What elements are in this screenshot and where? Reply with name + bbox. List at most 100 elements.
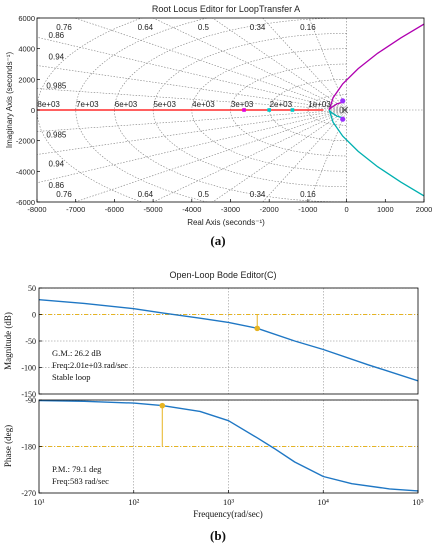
damping-ray-up-3 xyxy=(152,18,347,111)
damping-ray-down-1 xyxy=(262,109,347,202)
caption-b: (b) xyxy=(210,528,226,543)
damping-label-bottom-2: 0.5 xyxy=(198,190,210,199)
phase-margin-text: P.M.: 79.1 deg xyxy=(52,464,102,474)
magnitude-ylabel: Magnitude (dB) xyxy=(3,312,13,370)
magnitude-curve xyxy=(39,299,418,382)
freq-tick-label-0: 10¹ xyxy=(33,497,45,507)
pole-marker-1 xyxy=(340,116,346,122)
phase-curve xyxy=(39,400,418,492)
damping-label-top-2: 0.5 xyxy=(198,23,210,32)
phase-y-tick-label-0: -90 xyxy=(25,396,36,405)
damping-label-lower-1: 0.94 xyxy=(49,160,65,169)
locus-branch-4 xyxy=(328,109,424,197)
caption-a: (a) xyxy=(210,233,225,248)
magnitude-y-tick-label-2: -50 xyxy=(25,337,36,346)
damping-ray-down-7 xyxy=(37,109,347,132)
damping-ray-up-0 xyxy=(308,18,347,111)
damping-label-bottom-3: 0.34 xyxy=(250,190,266,199)
damping-label-top-0: 0.76 xyxy=(56,23,72,32)
magnitude-margin-marker xyxy=(254,325,261,332)
y-tick-label-0: 6000 xyxy=(18,14,35,23)
freq-tick-label-4: 10⁵ xyxy=(412,497,424,507)
damping-label-top-4: 0.16 xyxy=(300,23,316,32)
y-tick-label-1: 4000 xyxy=(18,45,35,54)
root-locus-panel: Root Locus Editor for LoopTransfer A Ima… xyxy=(5,4,433,248)
root-locus-ylabel: Imaginary Axis (seconds⁻¹) xyxy=(5,52,14,149)
damping-label-top-1: 0.64 xyxy=(138,23,154,32)
root-locus-xlabel: Real Axis (seconds⁻¹) xyxy=(187,218,265,227)
x-tick-label-5: -3000 xyxy=(221,205,240,214)
y-tick-label-4: -2000 xyxy=(16,137,35,146)
frequency-grid-circle-7 xyxy=(307,94,347,126)
magnitude-plot xyxy=(39,299,418,382)
phase-y-tick-label-1: -180 xyxy=(21,443,36,452)
x-tick-label-2: -6000 xyxy=(105,205,124,214)
root-locus-ticks: 0.76 0.76 0.64 0.64 0.5 0.5 0.34 0.34 0.16 0.16 0.… xyxy=(16,14,433,214)
damping-label-lower-2: 0.985 xyxy=(46,131,67,140)
frequency-label-6: 2e+03 xyxy=(270,100,293,109)
gain-margin-text: G.M.: 26.2 dB xyxy=(52,348,102,358)
pole-marker-0 xyxy=(340,98,346,104)
y-tick-label-2: 2000 xyxy=(18,75,35,84)
damping-label-top-3: 0.34 xyxy=(250,23,266,32)
x-tick-label-8: 0 xyxy=(345,205,349,214)
damping-ray-down-0 xyxy=(308,109,347,202)
locus-branch-3 xyxy=(328,23,424,111)
phase-plot xyxy=(39,400,418,492)
magnitude-grid xyxy=(39,288,418,394)
closed-loop-pole-0 xyxy=(242,108,246,112)
closed-loop-pole-2 xyxy=(290,108,295,112)
damping-ray-down-2 xyxy=(212,109,347,202)
magnitude-ticks: 50 0 -50 -100 -150 xyxy=(21,284,42,399)
x-tick-label-0: -8000 xyxy=(27,205,46,214)
damping-ray-up-7 xyxy=(37,88,347,111)
bode-title: Open-Loop Bode Editor(C) xyxy=(169,270,276,280)
gain-margin-freq-text: Freq:2.01e+03 rad/sec xyxy=(52,360,128,370)
damping-label-upper-2: 0.985 xyxy=(46,81,67,90)
frequency-ticks: 10¹ 10² 10³ 10⁴ 10⁵ xyxy=(33,490,424,507)
damping-label-bottom-0: 0.76 xyxy=(56,190,72,199)
frequency-label-3: 5e+03 xyxy=(153,100,176,109)
freq-tick-label-1: 10² xyxy=(128,497,140,507)
magnitude-y-tick-label-4: -150 xyxy=(21,390,36,399)
x-tick-label-6: -2000 xyxy=(260,205,279,214)
damping-label-upper-1: 0.94 xyxy=(49,52,65,61)
x-tick-label-9: 1000 xyxy=(377,205,394,214)
damping-label-lower-0: 0.86 xyxy=(49,181,65,190)
phase-ylabel: Phase (deg) xyxy=(3,425,13,467)
x-tick-label-4: -4000 xyxy=(182,205,201,214)
y-tick-label-6: -6000 xyxy=(16,198,35,207)
magnitude-y-tick-label-0: 50 xyxy=(28,284,36,293)
frequency-label-1: 7e+03 xyxy=(76,100,99,109)
frequency-label-4: 4e+03 xyxy=(192,100,215,109)
y-tick-label-3: 0 xyxy=(31,106,35,115)
frequency-xlabel: Frequency(rad/sec) xyxy=(193,509,262,519)
frequency-label-2: 6e+03 xyxy=(115,100,138,109)
damping-ray-up-2 xyxy=(212,18,347,111)
damping-ray-up-1 xyxy=(262,18,347,111)
x-tick-label-7: -1000 xyxy=(298,205,317,214)
closed-loop-pole-1 xyxy=(267,108,271,112)
freq-tick-label-2: 10³ xyxy=(223,497,235,507)
zero-marker xyxy=(341,106,349,114)
x-tick-label-10: 2000 xyxy=(416,205,433,214)
x-tick-label-3: -5000 xyxy=(144,205,163,214)
stability-text: Stable loop xyxy=(52,372,90,382)
damping-label-bottom-4: 0.16 xyxy=(300,190,316,199)
root-locus-curves xyxy=(37,23,424,197)
x-tick-label-1: -7000 xyxy=(66,205,85,214)
y-tick-label-5: -4000 xyxy=(16,167,35,176)
frequency-label-5: 3e+03 xyxy=(231,100,254,109)
damping-label-bottom-1: 0.64 xyxy=(138,190,154,199)
frequency-label-7: 1e+03 xyxy=(308,100,331,109)
magnitude-y-tick-label-1: 0 xyxy=(32,311,36,320)
freq-tick-label-3: 10⁴ xyxy=(318,497,330,507)
magnitude-y-tick-label-3: -100 xyxy=(21,364,36,373)
bode-panel: Open-Loop Bode Editor(C) 500-50-100-150 … xyxy=(3,270,424,543)
damping-label-upper-0: 0.86 xyxy=(49,31,65,40)
frequency-label-0: 8e+03 xyxy=(37,100,60,109)
phase-ticks: -90 -180 -270 xyxy=(21,396,42,498)
root-locus-title: Root Locus Editor for LoopTransfer A xyxy=(152,4,300,14)
phase-margin-freq-text: Freq:583 rad/sec xyxy=(52,476,109,486)
